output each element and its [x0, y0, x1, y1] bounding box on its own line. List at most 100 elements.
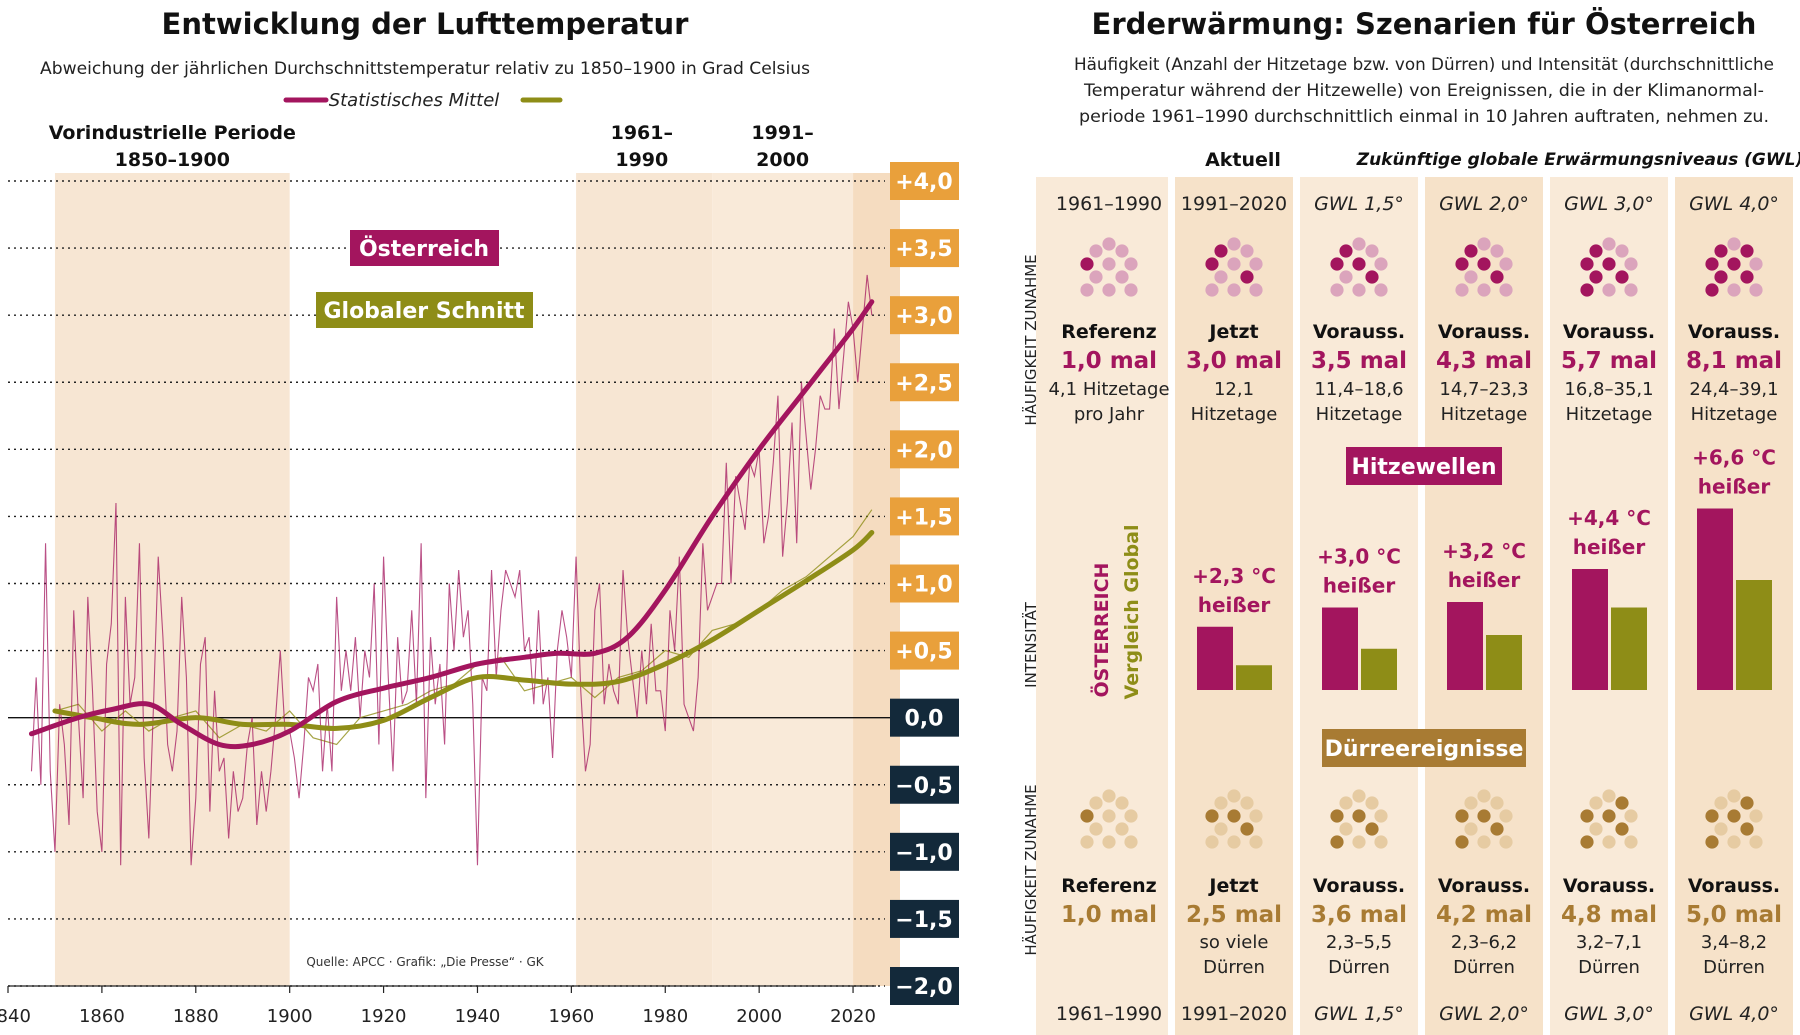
intensity-value-4: +4,4 °C	[1567, 506, 1651, 530]
drought-5-dot-7	[1740, 822, 1754, 836]
heat-4-dot-0	[1602, 237, 1616, 251]
drought-3-dot-0	[1477, 789, 1491, 803]
column-label-top-0: 1961–1990	[1056, 193, 1162, 215]
intensity-word-4: heißer	[1573, 535, 1646, 559]
heat-detail1-5: 24,4–39,1	[1689, 379, 1778, 400]
drought-1-dot-1	[1214, 796, 1228, 810]
left-subtitle: Abweichung der jährlichen Durchschnittst…	[40, 59, 810, 79]
drought-3-dot-1	[1464, 796, 1478, 810]
y-tick-box-6	[890, 564, 959, 603]
drought-detail1-2: 2,3–5,5	[1326, 932, 1392, 953]
heat-3-dot-10	[1499, 283, 1513, 297]
column-label-top-1: 1991–2020	[1181, 193, 1287, 215]
heat-5-dot-3	[1705, 257, 1719, 271]
heat-3-dot-3	[1455, 257, 1469, 271]
heatwave-label: Hitzewellen	[1346, 447, 1502, 485]
drought-0-dot-3	[1080, 809, 1094, 823]
column-label-bottom-3: GWL 2,0°	[1439, 1003, 1529, 1025]
drought-3-dot-3	[1455, 809, 1469, 823]
period-label-1-line1: 1961–	[611, 122, 673, 144]
y-tick-label-1: +3,5	[895, 237, 952, 262]
drought-1-dot-9	[1205, 835, 1219, 849]
heat-3-dot-9	[1455, 283, 1469, 297]
left-title: Entwicklung der Lufttemperatur	[162, 7, 690, 41]
drought-status-4: Vorauss.	[1563, 875, 1655, 897]
row-label-frequency-top: HÄUFIGKEIT ZUNAHME	[1021, 254, 1040, 425]
right-subtitle-line-3: periode 1961–1990 durchschnittlich einma…	[1079, 107, 1769, 127]
drought-5-dot-1	[1714, 796, 1728, 810]
bar-global-4	[1611, 607, 1647, 690]
drought-2-dot-7	[1365, 822, 1379, 836]
drought-2-dot-6	[1339, 822, 1353, 836]
column-bg-3	[1425, 177, 1543, 1035]
period-label-2-line1: 1991–	[751, 122, 813, 144]
y-tick-label-9: −0,5	[895, 774, 952, 799]
intensity-legend-global: Vergleich Global	[1121, 525, 1143, 700]
heat-status-0: Referenz	[1061, 321, 1157, 343]
series-label-global: Globaler Schnitt	[316, 292, 533, 328]
intensity-word-3: heißer	[1448, 568, 1521, 592]
right-title: Erderwärmung: Szenarien für Österreich	[1092, 7, 1757, 41]
drought-2-dot-3	[1330, 809, 1344, 823]
bar-global-1	[1236, 665, 1272, 690]
column-label-bottom-1: 1991–2020	[1181, 1003, 1287, 1025]
drought-4-dot-6	[1589, 822, 1603, 836]
drought-5-dot-8	[1727, 835, 1741, 849]
y-tick-box-0	[890, 162, 959, 200]
heat-4-dot-7	[1615, 270, 1629, 284]
column-gap-4	[1668, 177, 1675, 1035]
bar-global-5	[1736, 580, 1772, 690]
x-tick-label-4: 1920	[361, 1006, 407, 1027]
column-gap-2	[1418, 177, 1425, 1035]
heat-0-dot-7	[1115, 270, 1129, 284]
drought-detail1-1: so viele	[1200, 932, 1269, 953]
intensity-word-5: heißer	[1698, 475, 1771, 499]
heat-1-dot-1	[1214, 244, 1228, 258]
legend-label: Statistisches Mittel	[329, 90, 500, 111]
heat-2-dot-4	[1352, 257, 1366, 271]
column-gap-1	[1293, 177, 1300, 1035]
period-band-0	[54, 173, 290, 986]
heat-factor-5: 8,1 mal	[1686, 348, 1782, 374]
heat-detail1-4: 16,8–35,1	[1564, 379, 1653, 400]
series-global-smooth	[52, 530, 875, 731]
column-label-bottom-4: GWL 3,0°	[1564, 1003, 1654, 1025]
drought-2-dot-10	[1374, 835, 1388, 849]
drought-factor-4: 4,8 mal	[1561, 902, 1657, 928]
column-bg-1	[1175, 177, 1293, 1035]
y-tick-box-9	[890, 765, 959, 804]
drought-1-dot-3	[1205, 809, 1219, 823]
drought-0-dot-4	[1102, 809, 1116, 823]
heat-1-dot-3	[1205, 257, 1219, 271]
column-label-top-5: GWL 4,0°	[1689, 193, 1779, 215]
heat-detail2-4: Hitzetage	[1566, 404, 1653, 425]
drought-1-dot-7	[1240, 822, 1254, 836]
drought-detail2-2: Dürren	[1328, 957, 1390, 978]
x-tick-label-2: 1880	[173, 1006, 219, 1027]
heat-5-dot-10	[1749, 283, 1763, 297]
heat-5-dot-9	[1705, 283, 1719, 297]
drought-3-dot-2	[1490, 796, 1504, 810]
heat-2-dot-8	[1352, 283, 1366, 297]
heat-detail2-1: Hitzetage	[1191, 404, 1278, 425]
heat-2-dot-1	[1339, 244, 1353, 258]
row-label-intensity: INTENSITÄT	[1021, 601, 1040, 688]
y-tick-label-0: +4,0	[895, 170, 952, 195]
heat-1-dot-4	[1227, 257, 1241, 271]
drought-3-dot-7	[1490, 822, 1504, 836]
drought-factor-0: 1,0 mal	[1061, 902, 1157, 928]
bar-austria-1	[1197, 626, 1233, 690]
drought-0-dot-6	[1089, 822, 1103, 836]
drought-detail2-1: Dürren	[1203, 957, 1265, 978]
drought-0-dot-10	[1124, 835, 1138, 849]
right-subtitle-line-2: Temperatur während der Hitzewelle) von E…	[1083, 81, 1764, 101]
drought-0-dot-9	[1080, 835, 1094, 849]
drought-1-dot-4	[1227, 809, 1241, 823]
drought-label-text: Dürreereignisse	[1325, 737, 1524, 762]
y-tick-label-6: +1,0	[895, 573, 952, 598]
y-tick-box-3	[890, 363, 959, 402]
x-tick-label-3: 1900	[267, 1006, 313, 1027]
heat-5-dot-1	[1714, 244, 1728, 258]
y-tick-label-5: +1,5	[895, 505, 952, 530]
drought-5-dot-6	[1714, 822, 1728, 836]
